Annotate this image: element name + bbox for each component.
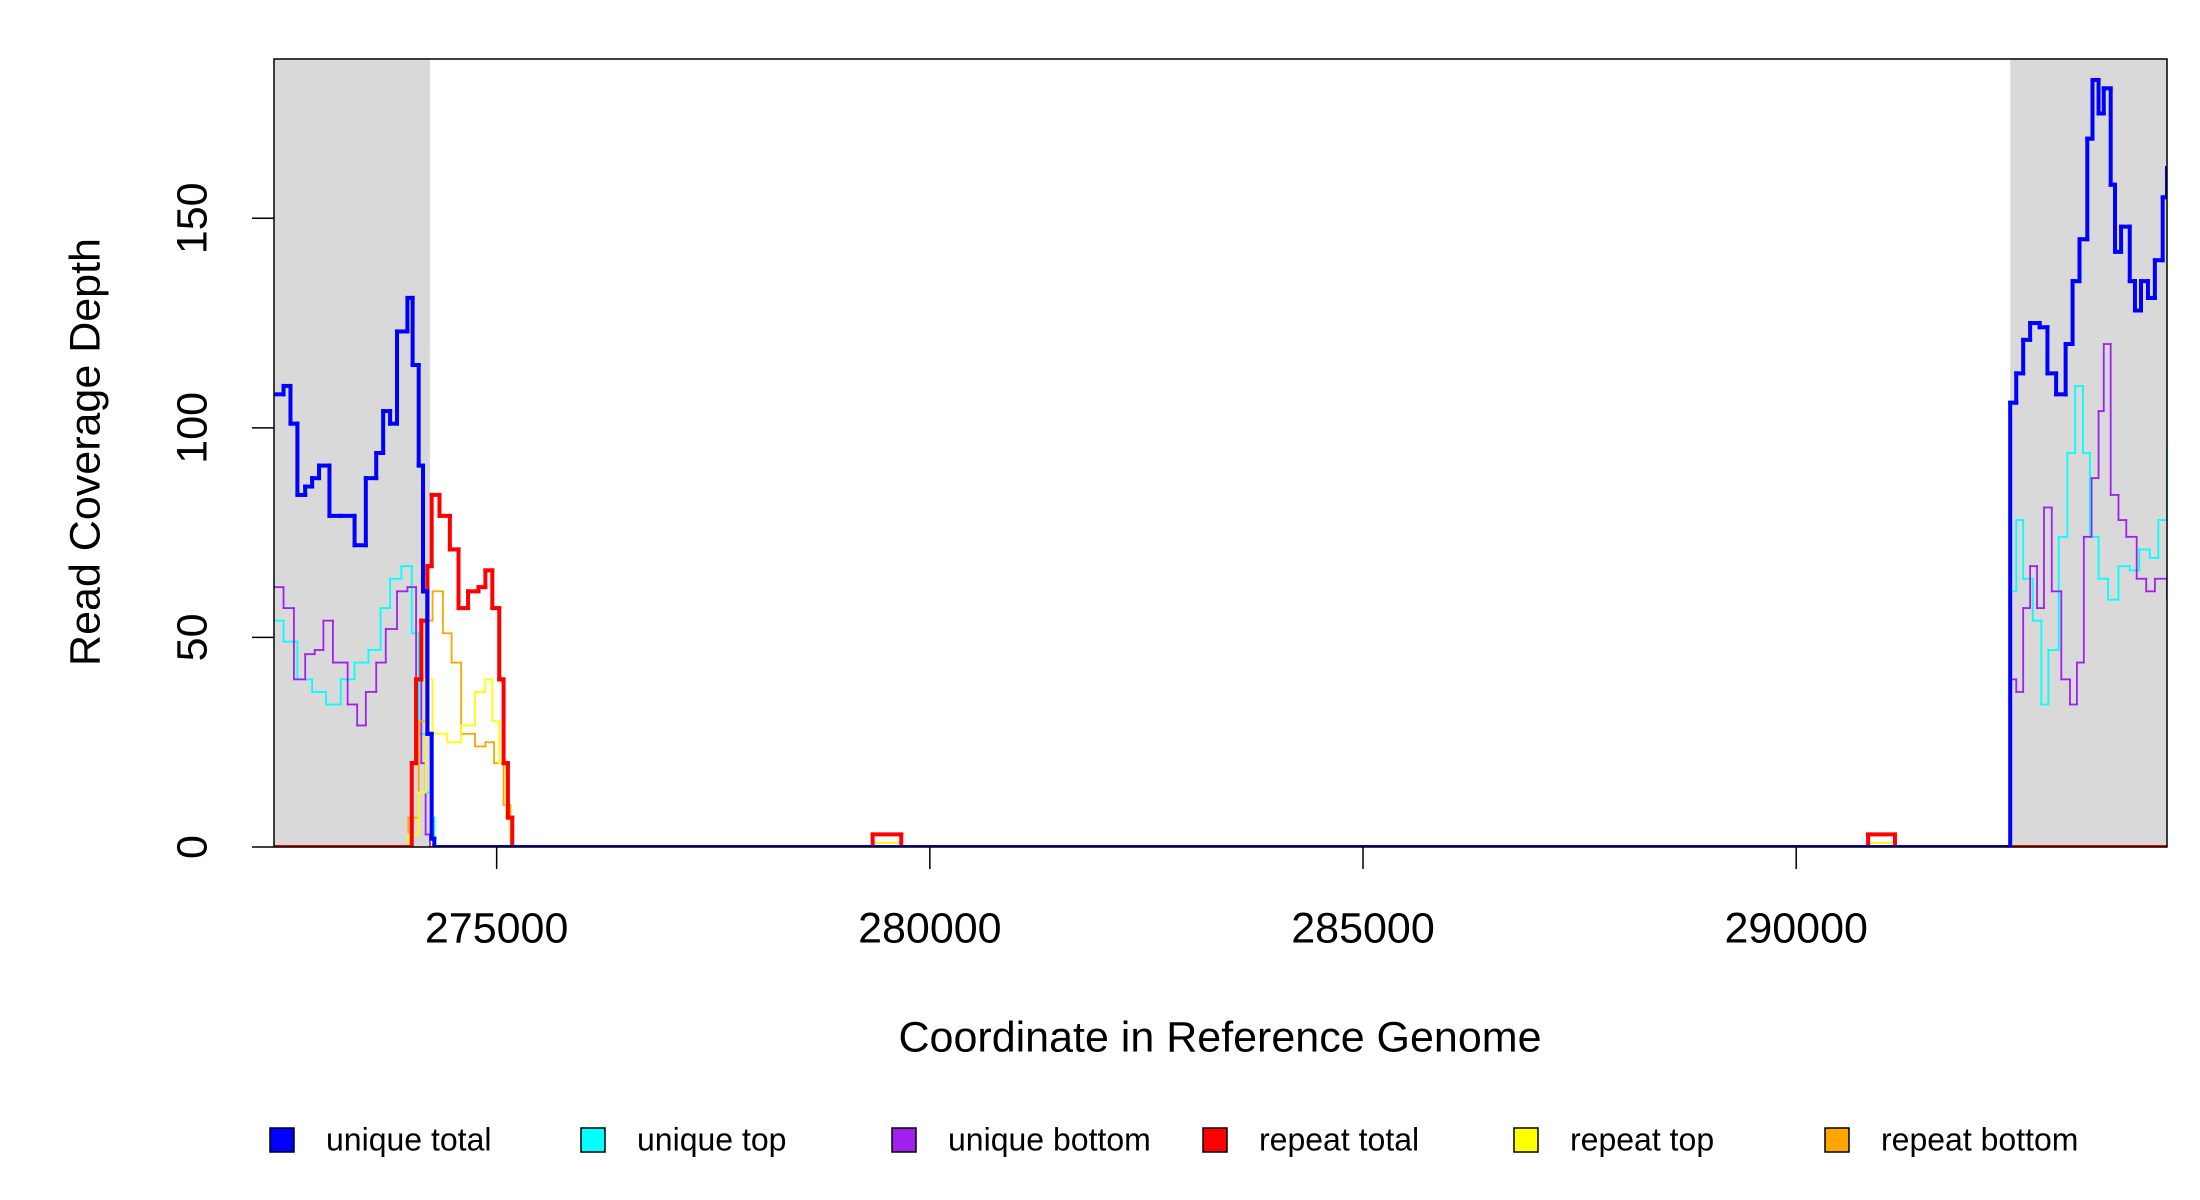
legend-label: unique top: [637, 1121, 786, 1157]
series-line: [274, 77, 2167, 847]
series-line: [274, 492, 2167, 847]
y-tick-label: 50: [168, 614, 216, 662]
legend-swatch: [891, 1127, 917, 1153]
legend: unique total unique top unique bottom repea…: [269, 1121, 2078, 1157]
x-tick-label: 280000: [858, 904, 1002, 952]
series-line: [274, 343, 2167, 847]
series-line: [274, 590, 2167, 847]
legend-swatch: [1202, 1127, 1228, 1153]
x-tick-label: 275000: [425, 904, 569, 952]
x-tick-label: 285000: [1291, 904, 1435, 952]
plot-frame: [273, 58, 2168, 848]
x-axis-label: Coordinate in Reference Genome: [899, 1013, 1542, 1061]
x-tick-label: 290000: [1724, 904, 1868, 952]
y-tick-label: 100: [168, 392, 216, 464]
y-tick-label: 0: [168, 835, 216, 859]
series-line: [274, 385, 2167, 847]
shaded-region: [274, 59, 430, 847]
plot-lines: [274, 77, 2167, 847]
legend-swatch: [1513, 1127, 1539, 1153]
series-line: [274, 678, 2167, 847]
legend-swatch: [269, 1127, 295, 1153]
legend-swatch: [580, 1127, 606, 1153]
legend-label: repeat total: [1259, 1121, 1419, 1157]
y-tick-label: 150: [168, 182, 216, 254]
legend-label: unique total: [326, 1121, 491, 1157]
legend-label: unique bottom: [948, 1121, 1151, 1157]
shaded-regions: [274, 59, 2167, 847]
axes: 275000 280000 285000 290000 0 50 100 150: [168, 182, 1868, 952]
legend-label: repeat bottom: [1881, 1121, 2078, 1157]
y-axis-label: Read Coverage Depth: [61, 238, 109, 666]
legend-swatch: [1824, 1127, 1850, 1153]
legend-label: repeat top: [1570, 1121, 1714, 1157]
